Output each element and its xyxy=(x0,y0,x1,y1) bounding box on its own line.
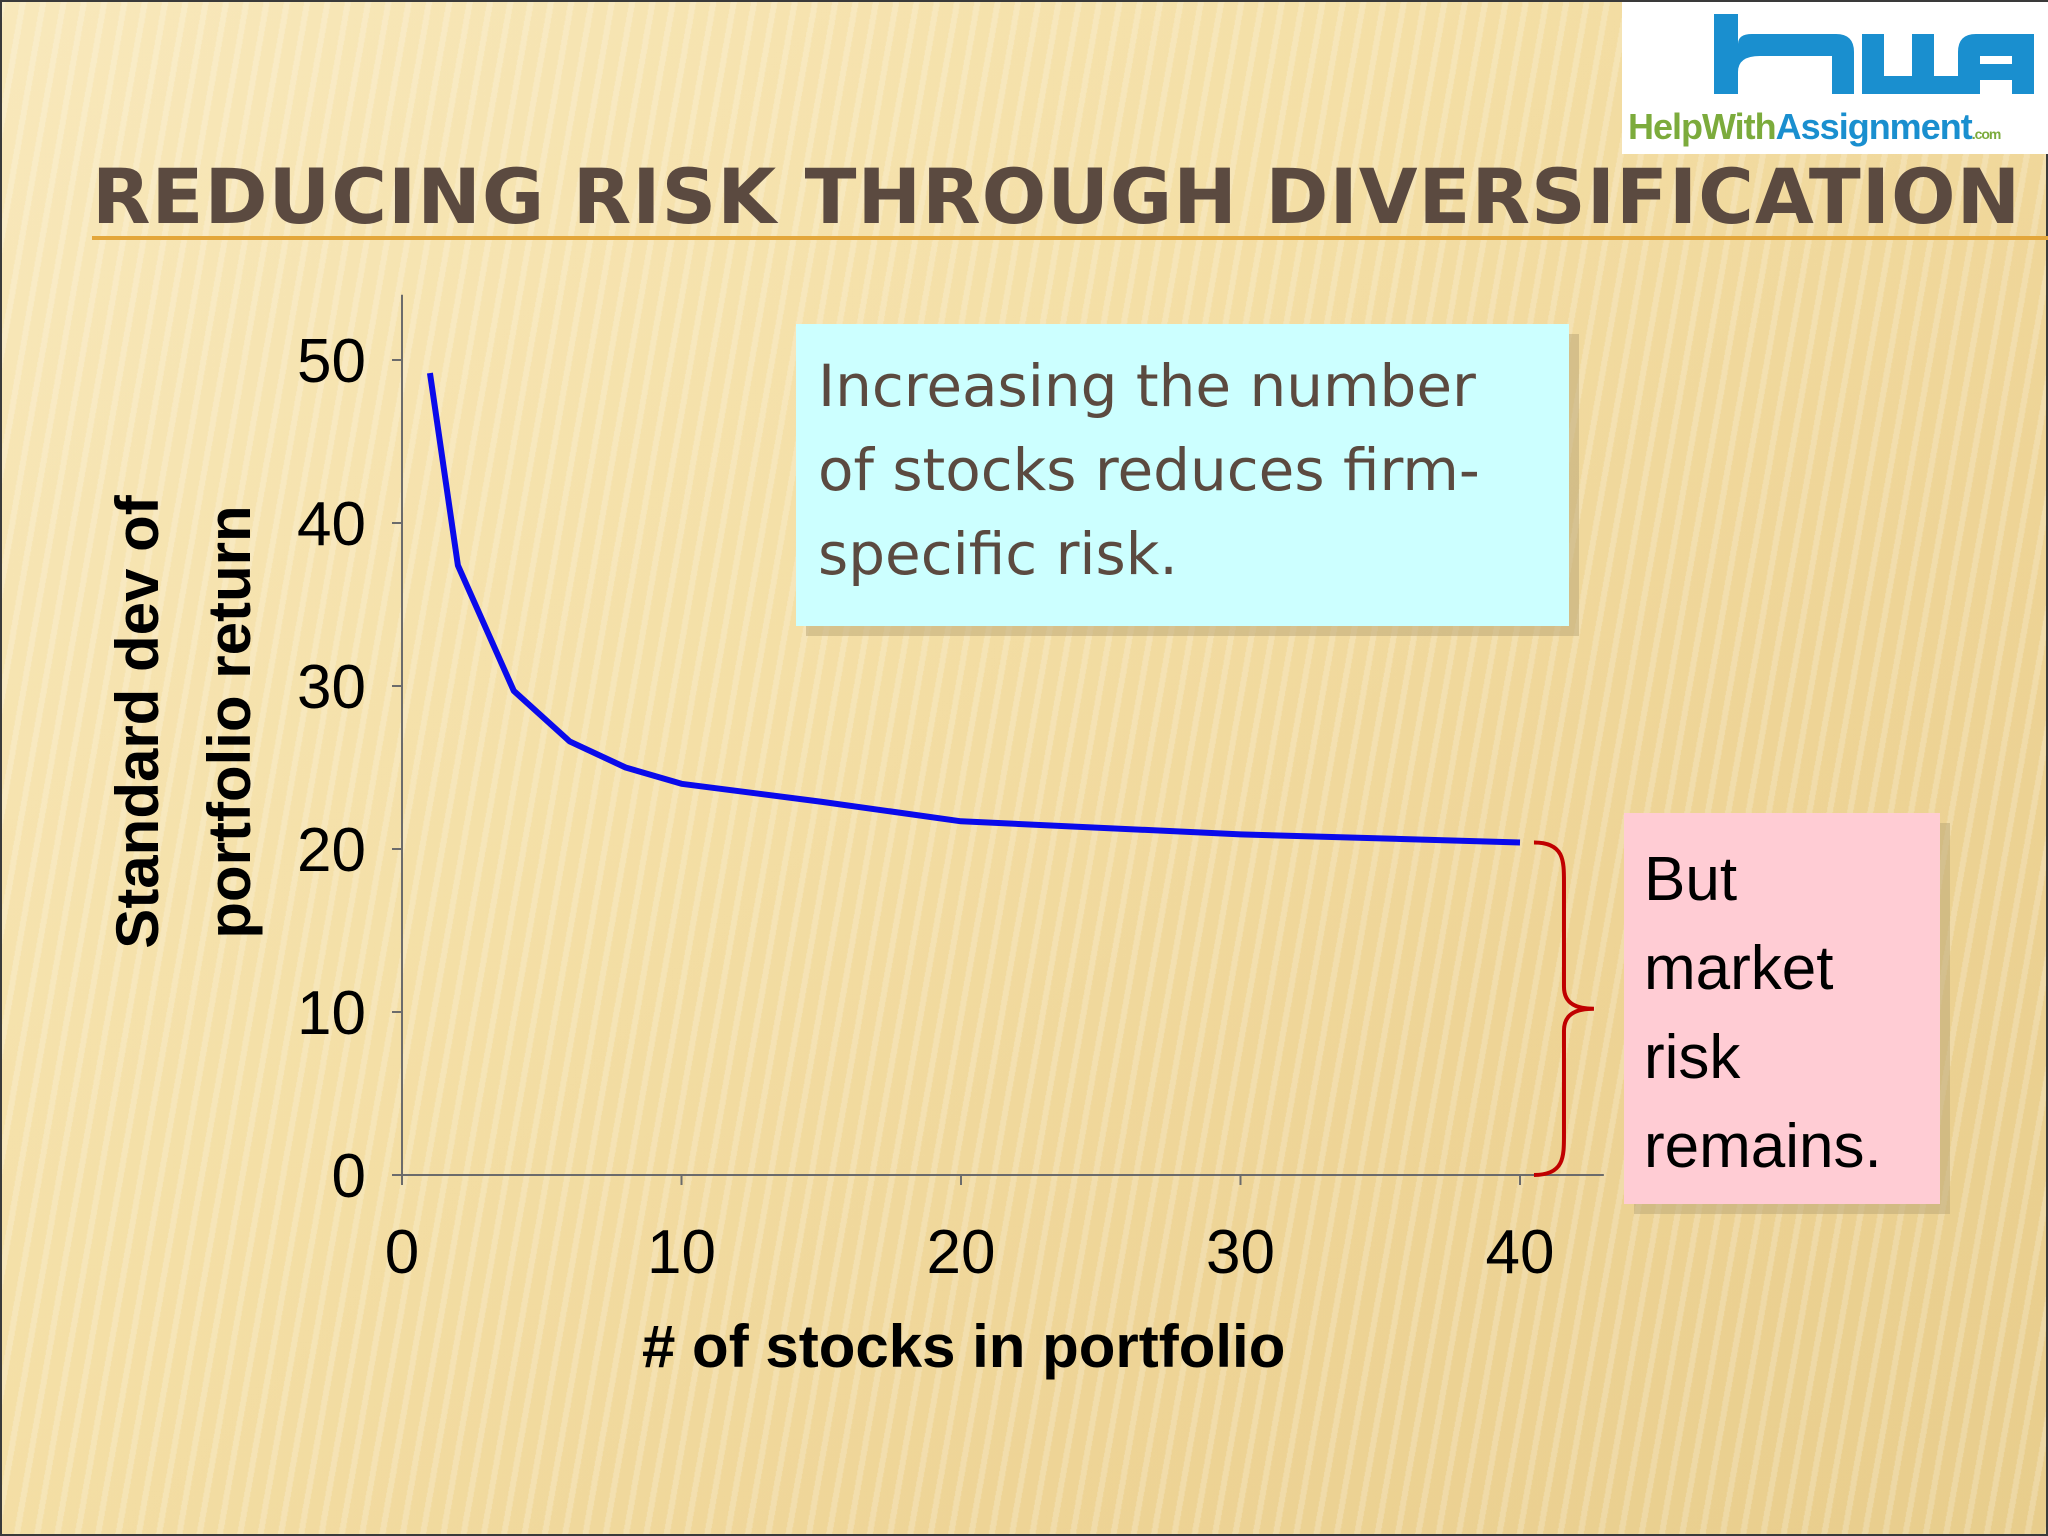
x-tick-label: 30 xyxy=(1206,1218,1275,1287)
y-tick-label: 0 xyxy=(332,1142,366,1211)
x-axis-title: # of stocks in portfolio xyxy=(642,1313,1286,1380)
y-axis-title: Standard dev of portfolio return xyxy=(92,442,276,1002)
y-tick-label: 50 xyxy=(297,327,366,396)
logo-wordmark: HelpWithAssignment.com xyxy=(1628,106,2001,147)
slide-title: REDUCING RISK THROUGH DIVERSIFICATION xyxy=(92,152,2022,241)
y-tick-label: 10 xyxy=(297,979,366,1048)
helpwithassignment-logo: HelpWithAssignment.com xyxy=(1622,2,2048,154)
x-tick-label: 10 xyxy=(647,1218,716,1287)
market-risk-callout: But market risk remains. xyxy=(1624,813,1940,1204)
y-tick-label: 30 xyxy=(297,653,366,722)
x-tick-label: 0 xyxy=(385,1218,419,1287)
risk-curve-line xyxy=(426,372,1521,846)
y-tick-label: 20 xyxy=(297,816,366,885)
hwa-logo-mark xyxy=(1714,14,2034,94)
x-tick-label: 40 xyxy=(1486,1218,1555,1287)
title-underline xyxy=(92,236,2048,240)
y-axis-title-line-1: Standard dev of xyxy=(104,495,171,949)
y-axis-title-line-2: portfolio return xyxy=(196,505,263,939)
firm-specific-risk-callout: Increasing the number of stocks reduces … xyxy=(796,324,1569,626)
y-tick-label: 40 xyxy=(297,490,366,559)
market-risk-brace xyxy=(1533,840,1594,1177)
x-tick-label: 20 xyxy=(927,1218,996,1287)
